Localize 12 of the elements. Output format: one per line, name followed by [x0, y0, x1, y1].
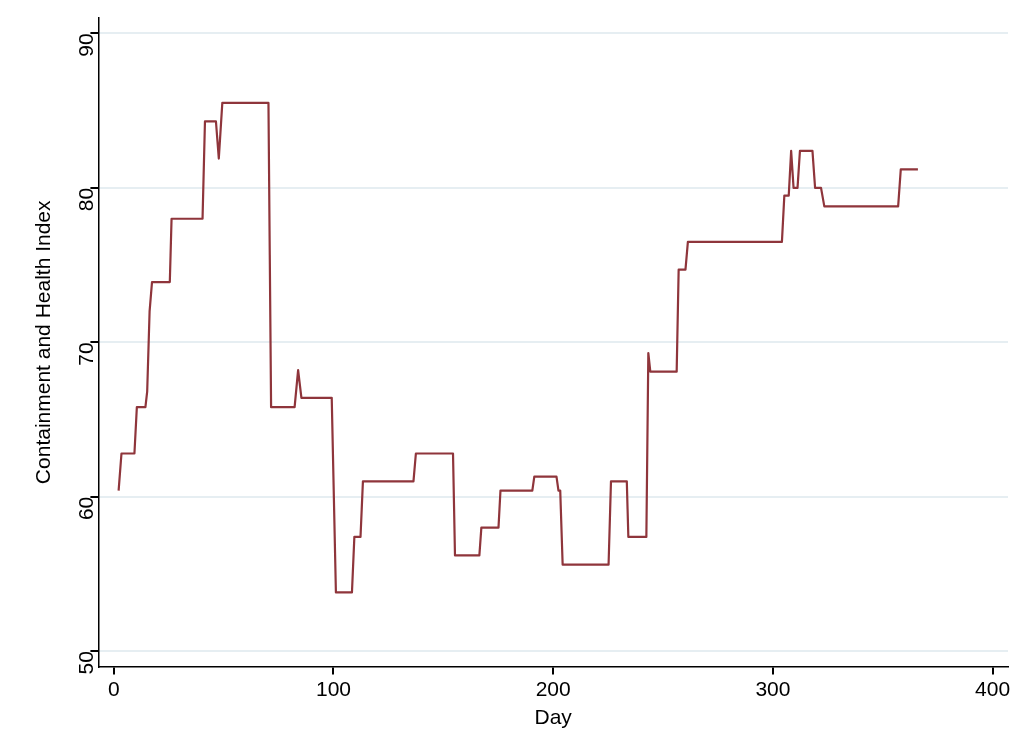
x-tick-label: 100 — [315, 677, 352, 700]
y-tick-label: 50 — [74, 651, 98, 675]
y-tick-label: 90 — [74, 33, 98, 57]
x-tick-label: 300 — [755, 677, 791, 700]
y-axis-title: Containment and Health Index — [31, 199, 55, 485]
x-tick-label: 0 — [107, 677, 120, 700]
x-tick-label: 400 — [975, 677, 1011, 700]
x-axis-title: Day — [534, 705, 573, 729]
y-tick-label: 70 — [74, 342, 98, 366]
y-tick-label: 80 — [74, 187, 98, 212]
y-tick-label: 60 — [74, 496, 98, 521]
x-tick-label: 200 — [535, 677, 571, 700]
